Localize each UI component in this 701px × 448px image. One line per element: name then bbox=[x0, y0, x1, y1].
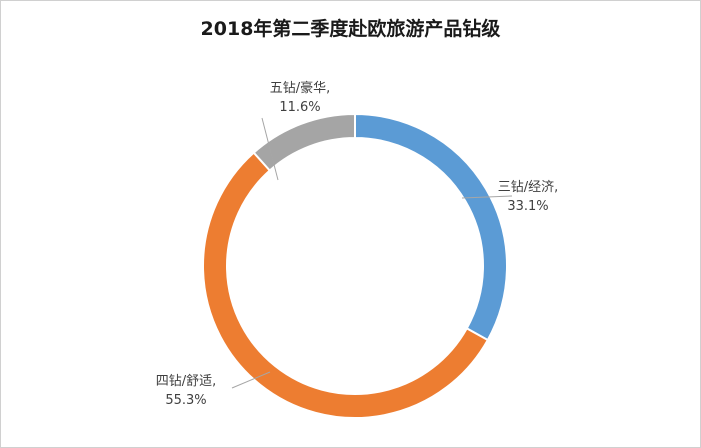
data-label-1: 三钻/经济, 33.1% bbox=[498, 180, 559, 214]
data-label-3: 五钻/豪华, 11.6% bbox=[270, 80, 331, 115]
leader-line-2 bbox=[231, 371, 271, 389]
chart-title: 2018年第二季度赴欧旅游产品钻级 bbox=[200, 18, 501, 40]
leader-line-3 bbox=[261, 117, 279, 181]
slice-2 bbox=[202, 151, 490, 419]
slice-3 bbox=[252, 112, 356, 172]
slice-1 bbox=[354, 112, 508, 342]
data-label-2: 四钻/舒适, 55.3% bbox=[156, 374, 217, 408]
leader-line-1 bbox=[461, 195, 513, 199]
